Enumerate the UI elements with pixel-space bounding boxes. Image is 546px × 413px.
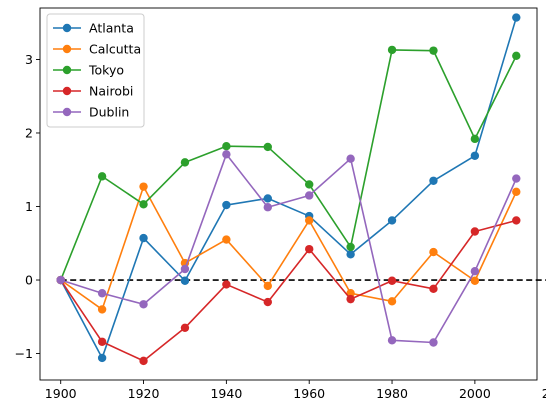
legend-label-calcutta: Calcutta — [89, 42, 141, 57]
data-point-calcutta-1940 — [222, 235, 231, 244]
legend-item-dublin: Dublin — [53, 105, 129, 120]
data-point-atlanta-1920 — [139, 233, 148, 243]
data-point-tokyo-2010 — [512, 51, 521, 60]
data-point-nairobi-1960 — [305, 244, 314, 254]
data-point-nairobi-1910 — [97, 337, 107, 346]
data-point-calcutta-1920 — [139, 182, 148, 191]
data-point-dublin-1980 — [387, 336, 397, 345]
legend-item-nairobi: Nairobi — [53, 84, 133, 99]
data-point-nairobi-1920 — [139, 356, 148, 366]
data-point-tokyo-2000 — [470, 134, 480, 144]
data-point-nairobi-2010 — [512, 216, 521, 225]
legend-item-tokyo: Tokyo — [53, 63, 124, 78]
data-point-tokyo-1990 — [429, 46, 438, 55]
data-point-tokyo-1980 — [387, 45, 397, 55]
data-point-atlanta-1940 — [222, 200, 231, 210]
data-point-dublin-1990 — [429, 338, 438, 347]
data-point-dublin-1900 — [56, 275, 65, 285]
legend-marker-calcutta — [62, 44, 72, 54]
data-point-tokyo-1930 — [180, 158, 190, 167]
x-tick-label-1980: 1980 — [376, 386, 408, 401]
series-line-calcutta — [60, 185, 518, 311]
data-point-atlanta-1970 — [346, 250, 355, 259]
data-point-nairobi-2000 — [470, 227, 480, 236]
data-point-calcutta-2010 — [512, 187, 521, 196]
x-tick-label-1940: 1940 — [210, 386, 242, 401]
data-point-tokyo-1920 — [139, 200, 148, 209]
y-tick-label-3: 3 — [25, 52, 33, 67]
data-point-tokyo-1940 — [222, 142, 231, 151]
data-point-calcutta-1960 — [305, 216, 314, 225]
data-point-nairobi-1930 — [180, 323, 190, 333]
data-point-tokyo-1950 — [263, 142, 272, 152]
legend-box — [46, 13, 145, 128]
y-tick-label-0: 0 — [25, 273, 33, 288]
data-point-atlanta-1950 — [263, 194, 272, 203]
data-point-dublin-1940 — [222, 150, 231, 159]
x-tick-label-1900: 1900 — [45, 386, 77, 401]
y-tick-label-1: 1 — [25, 199, 33, 214]
data-point-nairobi-1980 — [387, 276, 397, 285]
plot-area — [56, 13, 546, 366]
data-point-calcutta-2000 — [470, 276, 480, 285]
legend-marker-atlanta — [62, 23, 72, 33]
data-point-calcutta-1980 — [387, 297, 397, 306]
data-point-dublin-1920 — [139, 300, 148, 309]
data-point-nairobi-1970 — [346, 294, 355, 304]
series-line-dublin — [60, 153, 518, 344]
legend-item-calcutta: Calcutta — [53, 42, 141, 57]
data-point-atlanta-2000 — [470, 151, 480, 160]
legend: Atlanta Calcutta Tokyo Nairobi Dublin — [46, 13, 145, 128]
legend-item-atlanta: Atlanta — [53, 21, 134, 36]
x-tick-label-1960: 1960 — [293, 386, 325, 401]
series-line-nairobi — [60, 219, 517, 362]
data-point-atlanta-1910 — [97, 353, 107, 363]
data-point-atlanta-1980 — [387, 216, 397, 225]
data-point-dublin-2010 — [512, 174, 521, 183]
x-tick-label-1920: 1920 — [128, 386, 160, 401]
data-point-tokyo-1910 — [97, 172, 107, 181]
legend-marker-nairobi — [62, 86, 72, 96]
legend-marker-dublin — [62, 107, 72, 117]
data-point-nairobi-1990 — [429, 284, 438, 294]
axes-frame — [39, 7, 538, 381]
x-tick-label-2000: 2000 — [459, 386, 491, 401]
data-point-dublin-1960 — [305, 191, 314, 200]
legend-marker-tokyo — [62, 65, 72, 75]
data-point-dublin-1930 — [180, 264, 190, 274]
x-tick-label-2020: 2020 — [542, 386, 546, 401]
data-point-atlanta-1990 — [429, 176, 438, 185]
data-point-nairobi-1940 — [222, 280, 231, 289]
y-tick-label--1: −1 — [15, 346, 33, 361]
data-point-tokyo-1960 — [305, 180, 314, 189]
data-point-dublin-1950 — [263, 203, 272, 212]
legend-label-atlanta: Atlanta — [89, 21, 134, 36]
legend-label-tokyo: Tokyo — [88, 63, 124, 78]
data-point-dublin-2000 — [470, 266, 480, 276]
data-point-nairobi-1950 — [263, 297, 272, 307]
series-line-tokyo — [59, 49, 518, 281]
data-point-calcutta-1910 — [97, 305, 107, 314]
data-point-atlanta-1930 — [180, 276, 190, 285]
data-point-tokyo-1970 — [346, 242, 355, 252]
legend-label-dublin: Dublin — [89, 105, 129, 120]
data-point-calcutta-1950 — [263, 281, 272, 291]
data-point-atlanta-2010 — [512, 13, 521, 22]
data-point-calcutta-1990 — [429, 247, 438, 257]
axes: 1900 1920 1940 1960 1980 2000 2020 −1 0 1 2 3 — [15, 7, 546, 401]
series-line-atlanta — [60, 17, 518, 359]
data-point-dublin-1910 — [97, 289, 107, 298]
data-point-dublin-1970 — [346, 154, 355, 163]
legend-label-nairobi: Nairobi — [89, 84, 133, 99]
y-tick-label-2: 2 — [25, 125, 33, 140]
